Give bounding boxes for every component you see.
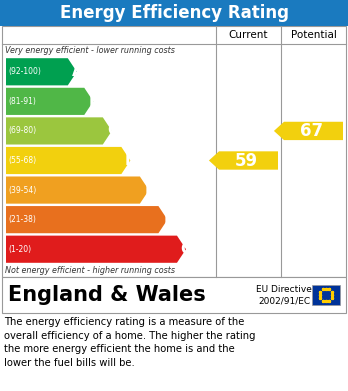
Text: Energy Efficiency Rating: Energy Efficiency Rating: [60, 4, 288, 22]
Bar: [0, 0, 348, 26]
Text: 67: 67: [300, 122, 323, 140]
Polygon shape: [6, 236, 186, 263]
Text: (55-68): (55-68): [8, 156, 36, 165]
Text: G: G: [181, 242, 193, 257]
Polygon shape: [6, 58, 77, 85]
Text: C: C: [107, 124, 118, 138]
Polygon shape: [209, 151, 278, 170]
Text: England & Wales: England & Wales: [8, 285, 206, 305]
Bar: [312, 285, 340, 305]
Text: B: B: [88, 94, 100, 109]
Bar: [2, 26, 346, 277]
Polygon shape: [274, 122, 343, 140]
Text: Very energy efficient - lower running costs: Very energy efficient - lower running co…: [5, 46, 175, 55]
Bar: [2, 277, 346, 313]
Text: (69-80): (69-80): [8, 126, 36, 135]
Polygon shape: [6, 117, 112, 145]
Text: (21-38): (21-38): [8, 215, 36, 224]
Text: (39-54): (39-54): [8, 186, 36, 195]
Text: 59: 59: [235, 151, 258, 170]
Polygon shape: [6, 176, 149, 204]
Text: F: F: [163, 212, 174, 227]
Text: EU Directive: EU Directive: [256, 285, 312, 294]
Text: 2002/91/EC: 2002/91/EC: [258, 296, 310, 305]
Text: Current: Current: [229, 30, 268, 40]
Text: Potential: Potential: [291, 30, 337, 40]
Text: The energy efficiency rating is a measure of the
overall efficiency of a home. T: The energy efficiency rating is a measur…: [4, 317, 255, 368]
Polygon shape: [6, 88, 93, 115]
Text: (1-20): (1-20): [8, 245, 31, 254]
Polygon shape: [6, 147, 130, 174]
Text: D: D: [125, 153, 138, 168]
Text: (81-91): (81-91): [8, 97, 36, 106]
Text: (92-100): (92-100): [8, 67, 41, 76]
Text: E: E: [145, 183, 155, 197]
Polygon shape: [6, 206, 167, 233]
Text: Not energy efficient - higher running costs: Not energy efficient - higher running co…: [5, 266, 175, 275]
Text: A: A: [72, 64, 84, 79]
